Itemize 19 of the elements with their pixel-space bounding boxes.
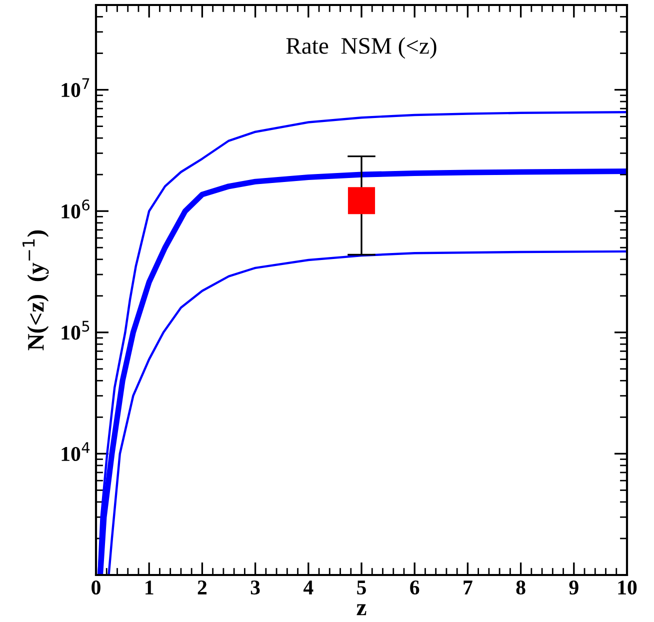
x-tick-label: 9 [569, 580, 578, 595]
y-tick-label: 10$^{6}$ [62, 199, 90, 218]
x-tick-label: 7 [464, 580, 472, 594]
x-tick-label: 5 [357, 580, 366, 595]
x-tick-label: 10 [618, 580, 637, 595]
y-tick-label: 10$^{5}$ [62, 320, 90, 340]
text: Rate NSM (<z) [286, 37, 436, 59]
x-tick-label: 6 [410, 580, 420, 595]
y-tick-label: 10$^{7}$ [62, 78, 90, 98]
x-tick-label: 4 [303, 580, 314, 594]
x-tick-label: 1 [146, 580, 154, 594]
x-axis-title: z [356, 604, 366, 616]
x-tick-label: 0 [92, 580, 100, 595]
x-tick-label: 3 [250, 580, 260, 595]
line-series [108, 250, 627, 575]
y-axis-title: N(<z) (y$^{−1}$) [22, 230, 49, 350]
x-tick-label: 8 [516, 580, 526, 595]
y-tick-label: 10$^{4}$ [62, 442, 90, 462]
x-tick-label: 2 [198, 580, 207, 594]
